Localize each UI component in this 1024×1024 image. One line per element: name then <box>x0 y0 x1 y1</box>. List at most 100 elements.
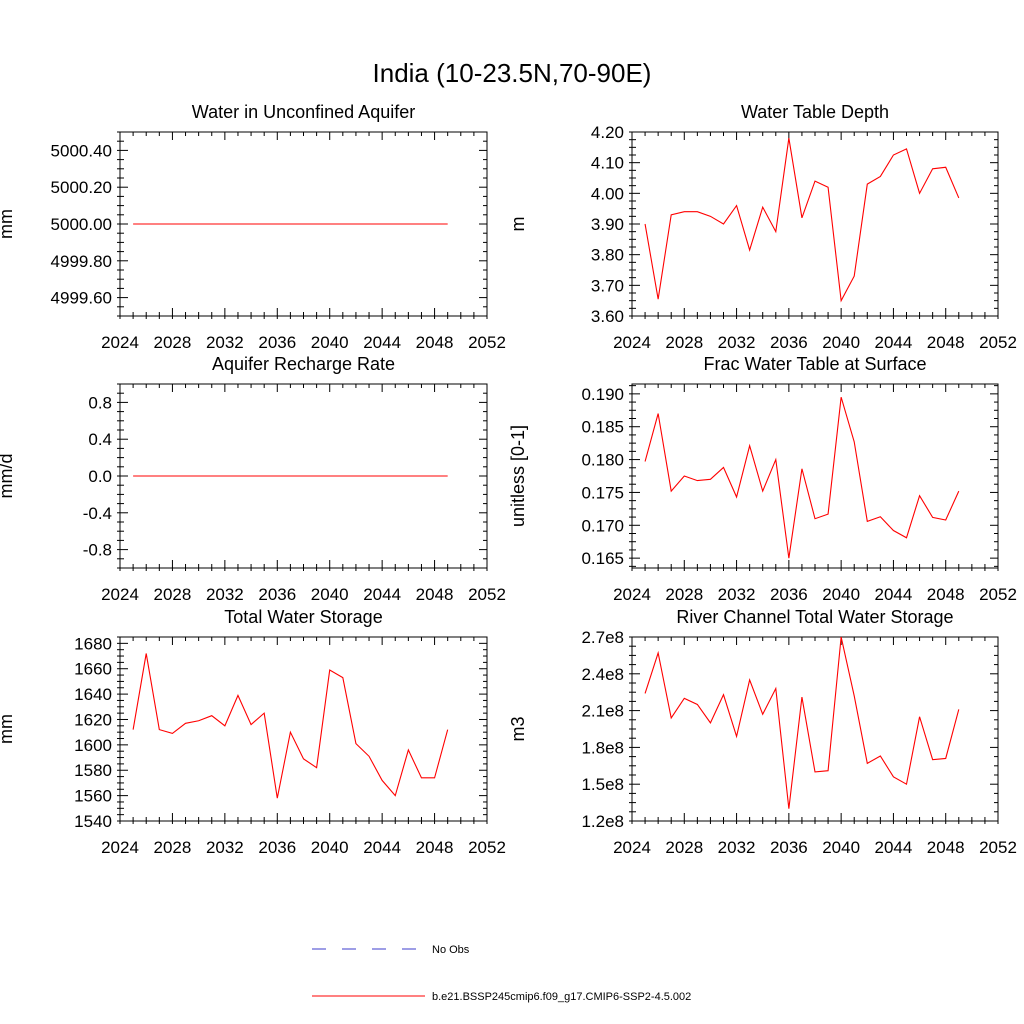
panel-5: Total Water Storage 2024 2028 2032 2036 2040 2… <box>0 607 506 857</box>
x-tick-label: 2024 <box>101 585 139 604</box>
x-tick-label: 2052 <box>468 838 506 857</box>
x-tick-label: 2032 <box>718 333 756 352</box>
y-axis-label: mm <box>0 209 16 239</box>
panel-title: Water in Unconfined Aquifer <box>192 102 415 122</box>
y-tick-label: 4.20 <box>591 123 624 142</box>
y-tick-label: 3.70 <box>591 276 624 295</box>
y-tick-label: 0.170 <box>581 516 624 535</box>
x-tick-label: 2036 <box>258 838 296 857</box>
y-tick-label: 0.175 <box>581 483 624 502</box>
y-tick-label: 1620 <box>74 710 112 729</box>
y-tick-label: 0.0 <box>88 467 112 486</box>
panels: Water in Unconfined Aquifer 2024 2028 2032 2… <box>0 102 1017 857</box>
y-tick-label: 1600 <box>74 736 112 755</box>
panel-title: Aquifer Recharge Rate <box>212 354 395 374</box>
x-tick-label: 2036 <box>770 838 808 857</box>
plot-frame <box>119 636 488 822</box>
y-tick-label: 0.4 <box>88 430 112 449</box>
panel-title: River Channel Total Water Storage <box>676 607 953 627</box>
x-tick-label: 2048 <box>927 585 965 604</box>
x-tick-label: 2052 <box>468 585 506 604</box>
panel-3: Aquifer Recharge Rate 2024 2028 2032 2036 204… <box>0 354 506 604</box>
y-tick-label: 0.190 <box>581 385 624 404</box>
x-tick-label: 2048 <box>416 333 454 352</box>
panel-title: Total Water Storage <box>224 607 382 627</box>
panel-title: Water Table Depth <box>741 102 889 122</box>
x-tick-label: 2048 <box>927 333 965 352</box>
y-tick-label: 1680 <box>74 634 112 653</box>
y-tick-label: 1660 <box>74 660 112 679</box>
plot-frame <box>631 131 999 317</box>
y-tick-label: 3.60 <box>591 307 624 326</box>
y-tick-label: 1.5e8 <box>581 775 624 794</box>
panel-6: River Channel Total Water Storage 2024 202… <box>508 607 1017 857</box>
x-tick-label: 2036 <box>258 585 296 604</box>
panel-2: Water Table Depth 2024 2028 2032 2036 2040 204… <box>508 102 1017 352</box>
x-tick-label: 2032 <box>206 333 244 352</box>
legend-model-label: b.e21.BSSP245cmip6.f09_g17.CMIP6-SSP2-4.… <box>432 991 691 1003</box>
y-tick-label: 2.1e8 <box>581 702 624 721</box>
panel-1: Water in Unconfined Aquifer 2024 2028 2032 2… <box>0 102 506 352</box>
panel-4: Frac Water Table at Surface 2024 2028 2032 2… <box>508 354 1017 604</box>
x-tick-label: 2044 <box>875 838 913 857</box>
y-axis-label: m <box>508 217 528 232</box>
y-tick-label: 1.8e8 <box>581 738 624 757</box>
x-tick-label: 2028 <box>154 333 192 352</box>
x-tick-label: 2032 <box>718 838 756 857</box>
x-tick-label: 2052 <box>979 585 1017 604</box>
y-tick-label: 2.4e8 <box>581 665 624 684</box>
x-tick-label: 2040 <box>822 838 860 857</box>
series-line <box>132 653 449 799</box>
figure-title: India (10-23.5N,70-90E) <box>373 58 652 88</box>
y-tick-label: 0.180 <box>581 451 624 470</box>
x-tick-label: 2032 <box>718 585 756 604</box>
x-tick-label: 2024 <box>101 838 139 857</box>
y-tick-label: 0.8 <box>88 393 112 412</box>
x-tick-label: 2052 <box>468 333 506 352</box>
y-tick-label: 1560 <box>74 787 112 806</box>
y-tick-label: 1540 <box>74 812 112 831</box>
x-tick-label: 2028 <box>665 838 703 857</box>
x-tick-label: 2044 <box>363 333 401 352</box>
x-tick-label: 2036 <box>258 333 296 352</box>
x-tick-label: 2024 <box>613 585 651 604</box>
series-line <box>644 636 960 809</box>
x-tick-label: 2044 <box>363 585 401 604</box>
y-tick-label: -0.4 <box>83 504 112 523</box>
y-axis-label: mm <box>0 714 16 744</box>
y-tick-label: 2.7e8 <box>581 628 624 647</box>
x-tick-label: 2052 <box>979 838 1017 857</box>
x-tick-label: 2048 <box>416 585 454 604</box>
x-tick-label: 2040 <box>822 333 860 352</box>
y-tick-label: 4999.60 <box>51 289 112 308</box>
x-tick-label: 2040 <box>311 333 349 352</box>
y-axis-label: mm/d <box>0 454 16 499</box>
legend: No Obs b.e21.BSSP245cmip6.f09_g17.CMIP6-… <box>312 944 691 1003</box>
y-axis-label: m3 <box>508 716 528 741</box>
y-tick-label: 3.90 <box>591 215 624 234</box>
x-tick-label: 2040 <box>822 585 860 604</box>
y-tick-label: 0.185 <box>581 418 624 437</box>
legend-obs-label: No Obs <box>432 944 470 956</box>
x-tick-label: 2048 <box>416 838 454 857</box>
y-tick-label: 1.2e8 <box>581 812 624 831</box>
plot-frame <box>631 636 999 822</box>
x-tick-label: 2044 <box>363 838 401 857</box>
y-tick-label: 5000.20 <box>51 178 112 197</box>
x-tick-label: 2048 <box>927 838 965 857</box>
y-tick-label: -0.8 <box>83 541 112 560</box>
y-axis-label: unitless [0-1] <box>508 425 528 527</box>
x-tick-label: 2044 <box>875 585 913 604</box>
y-tick-label: 3.80 <box>591 246 624 265</box>
y-tick-label: 0.165 <box>581 549 624 568</box>
x-tick-label: 2024 <box>613 333 651 352</box>
x-tick-label: 2036 <box>770 333 808 352</box>
panel-title: Frac Water Table at Surface <box>703 354 926 374</box>
x-tick-label: 2040 <box>311 838 349 857</box>
x-tick-label: 2024 <box>101 333 139 352</box>
y-tick-label: 5000.00 <box>51 215 112 234</box>
x-tick-label: 2040 <box>311 585 349 604</box>
y-tick-label: 4.00 <box>591 184 624 203</box>
series-line <box>644 396 960 559</box>
